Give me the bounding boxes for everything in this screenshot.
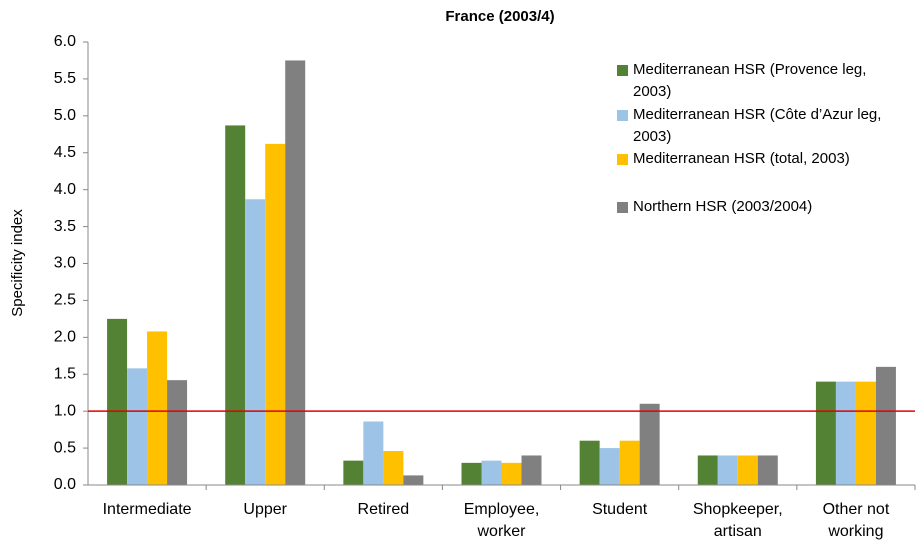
y-tick-label: 4.5 <box>54 144 76 161</box>
y-tick-label: 2.0 <box>54 329 76 346</box>
x-tick-label: Upper <box>243 501 287 518</box>
x-tick-label: Employee, worker <box>463 501 540 540</box>
y-tick-label: 3.5 <box>54 218 76 235</box>
bar <box>521 455 542 485</box>
legend-swatch <box>617 202 628 213</box>
bar <box>619 440 640 485</box>
legend-swatch <box>617 65 628 76</box>
y-tick-label: 3.0 <box>54 255 76 272</box>
x-tick-label: Retired <box>357 501 410 518</box>
x-tick-label: Intermediate <box>102 501 192 518</box>
bar <box>599 448 620 485</box>
legend-label: Mediterranean HSR (Provence leg, 2003) <box>633 61 867 100</box>
bar <box>383 451 404 485</box>
bar <box>481 460 502 485</box>
chart-title: France (2003/4) <box>445 8 554 25</box>
bar <box>363 421 384 485</box>
bar <box>461 462 482 485</box>
bar <box>579 440 600 485</box>
bar <box>875 366 896 485</box>
bar <box>757 455 778 485</box>
y-tick-label: 0.0 <box>54 476 76 493</box>
y-tick-label: 0.5 <box>54 439 76 456</box>
y-tick-label: 1.5 <box>54 365 76 382</box>
bar <box>501 462 522 485</box>
bar <box>245 199 266 485</box>
bar <box>697 455 718 485</box>
x-tick-label: Student <box>592 501 648 518</box>
bar <box>815 381 836 485</box>
bar <box>639 403 660 485</box>
bar <box>225 125 246 485</box>
legend-label: Mediterranean HSR (total, 2003) <box>633 150 850 167</box>
y-tick-label: 1.0 <box>54 402 76 419</box>
legend-swatch <box>617 154 628 165</box>
x-tick-label: Other not working <box>822 501 890 540</box>
bar <box>835 381 856 485</box>
bar <box>737 455 758 485</box>
bar <box>107 318 128 485</box>
y-tick-label: 6.0 <box>54 33 76 50</box>
bar <box>403 475 424 485</box>
bar <box>167 380 188 485</box>
bar <box>265 143 286 485</box>
bar <box>285 60 306 485</box>
bar <box>127 368 148 485</box>
y-axis-label: Specificity index <box>9 209 26 317</box>
legend-label: Mediterranean HSR (Côte d’Azur leg, 2003… <box>633 106 882 145</box>
y-tick-label: 4.0 <box>54 181 76 198</box>
x-tick-label: Shopkeeper, artisan <box>692 501 783 540</box>
y-tick-label: 5.0 <box>54 107 76 124</box>
bar <box>343 460 364 485</box>
bar <box>147 331 168 485</box>
y-tick-label: 2.5 <box>54 292 76 309</box>
y-tick-label: 5.5 <box>54 70 76 87</box>
legend-label: Northern HSR (2003/2004) <box>633 198 813 215</box>
legend-swatch <box>617 110 628 121</box>
bar <box>717 455 738 485</box>
bar <box>855 381 876 485</box>
